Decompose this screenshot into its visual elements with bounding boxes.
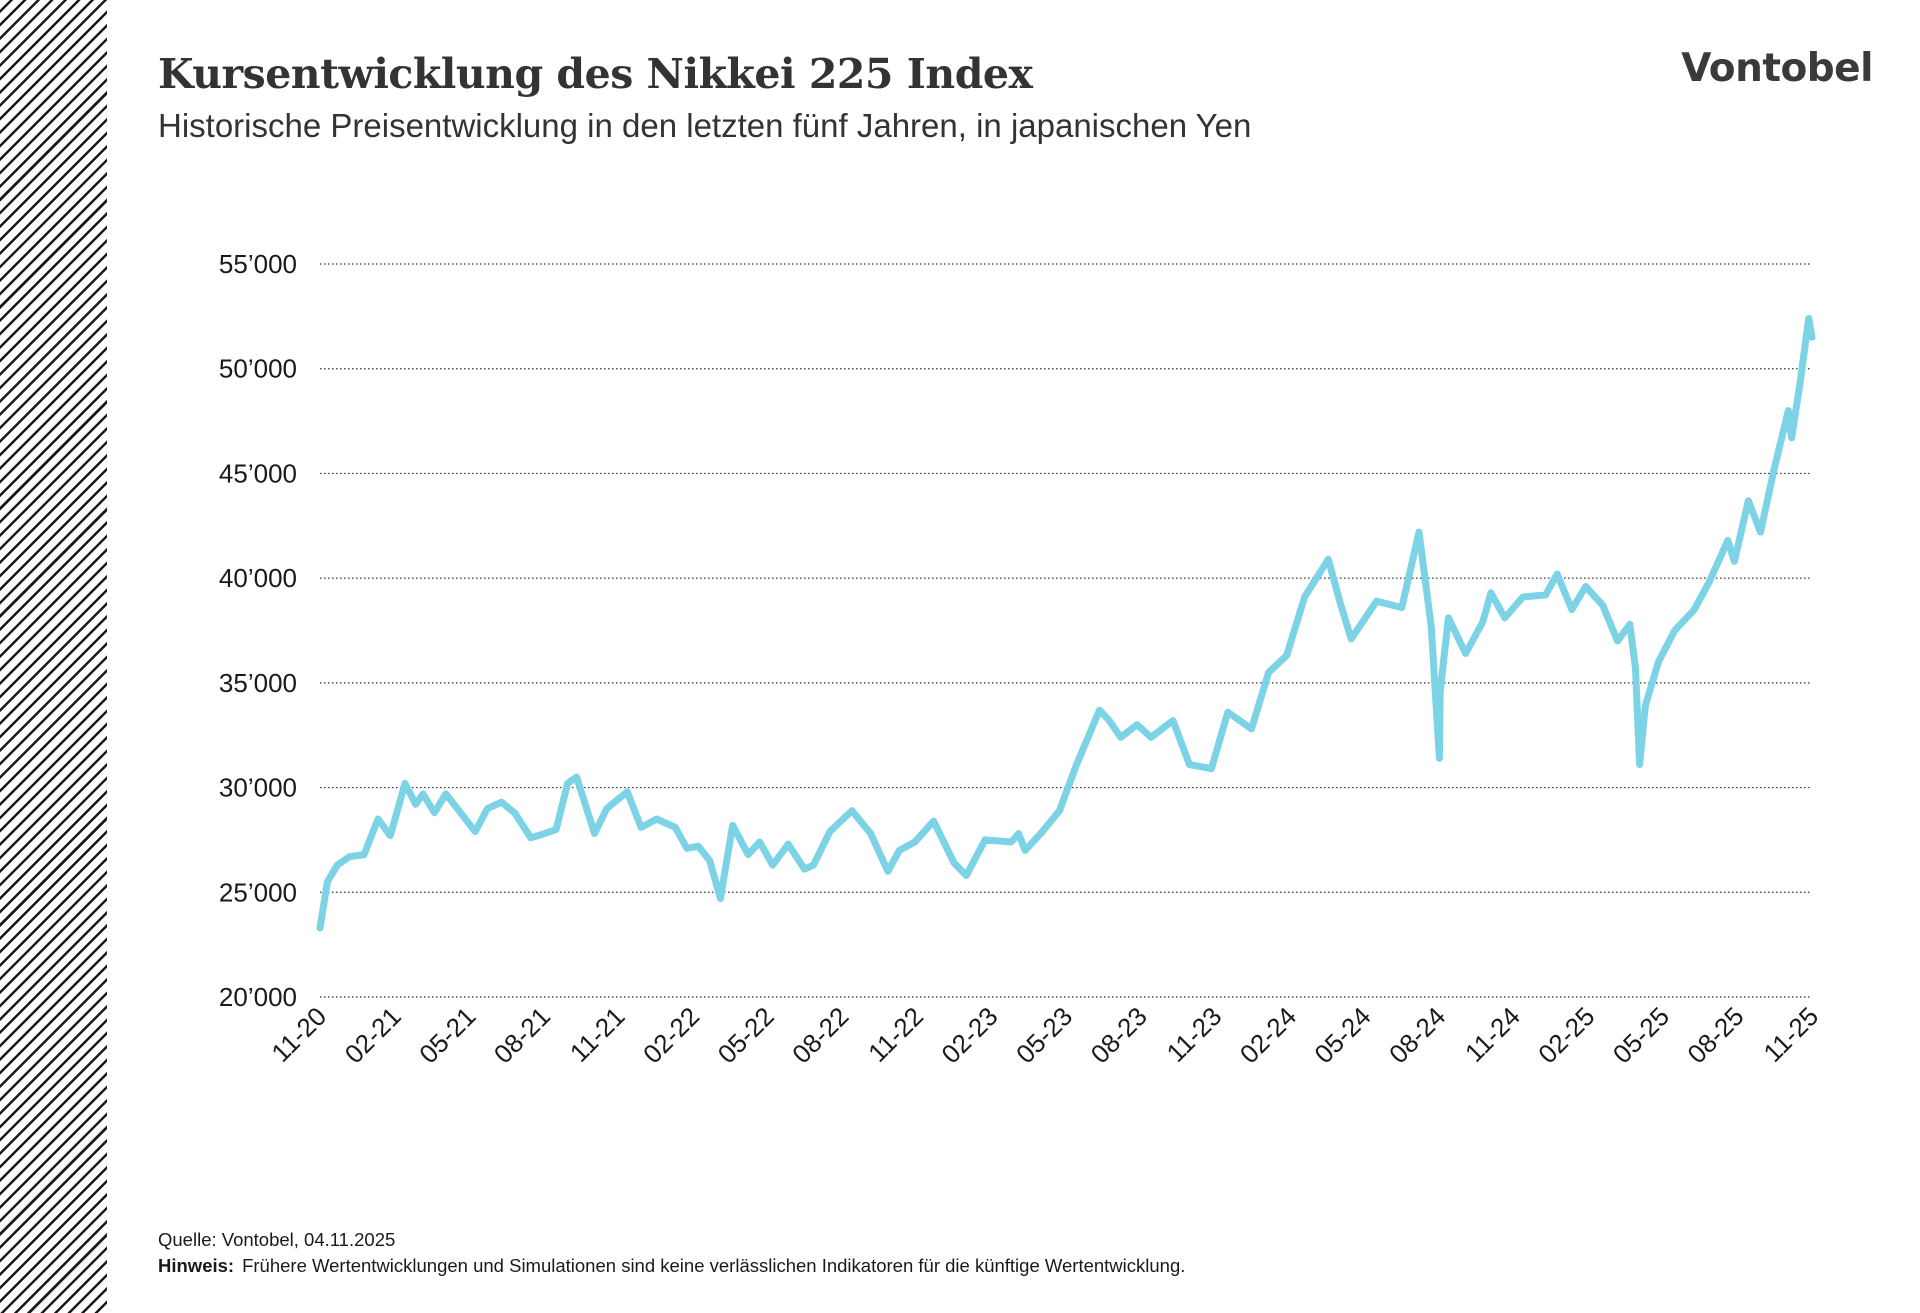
x-tick-label: 05-25 bbox=[1607, 1001, 1675, 1069]
x-tick-label: 02-23 bbox=[935, 1001, 1003, 1069]
x-tick-label: 11-24 bbox=[1459, 1001, 1526, 1068]
x-tick-label: 02-21 bbox=[339, 1001, 407, 1069]
x-tick-label: 08-23 bbox=[1085, 1001, 1153, 1069]
x-tick-label: 11-21 bbox=[564, 1001, 631, 1068]
y-tick-label: 50’000 bbox=[219, 354, 297, 384]
series-layer bbox=[316, 315, 1816, 932]
x-tick-label: 05-21 bbox=[413, 1001, 481, 1069]
x-axis-tick-labels: 11-20 02-21 05-21 08-21 11-21 02-22 05-22 08-22… bbox=[265, 1001, 1824, 1069]
chart-subtitle: Historische Preisentwicklung in den letz… bbox=[158, 107, 1252, 144]
x-tick-label: 02-24 bbox=[1234, 1001, 1302, 1069]
x-tick-label: 08-24 bbox=[1383, 1001, 1451, 1069]
y-tick-label: 35’000 bbox=[219, 668, 297, 698]
vontobel-logo: Vontobel bbox=[1681, 46, 1873, 91]
source-note: Quelle: Vontobel, 04.11.2025 bbox=[158, 1229, 396, 1250]
y-tick-label: 25’000 bbox=[219, 877, 297, 907]
x-tick-label: 11-22 bbox=[862, 1001, 929, 1068]
y-axis-tick-labels: 20’000 25’000 30’000 35’000 40’000 45’000 50’0… bbox=[219, 249, 297, 1012]
chart-title: Kursentwicklung des Nikkei 225 Index bbox=[158, 50, 1033, 98]
x-tick-label: 08-22 bbox=[786, 1001, 854, 1069]
y-tick-label: 55’000 bbox=[219, 249, 297, 279]
x-tick-label: 05-24 bbox=[1308, 1001, 1376, 1069]
x-tick-label: 05-22 bbox=[712, 1001, 780, 1069]
y-tick-label: 40’000 bbox=[219, 563, 297, 593]
x-tick-label: 08-21 bbox=[488, 1001, 556, 1069]
x-tick-label: 02-25 bbox=[1532, 1001, 1600, 1069]
disclaimer-label: Hinweis: bbox=[158, 1255, 235, 1276]
nikkei-225-line bbox=[316, 315, 1816, 932]
x-tick-label: 11-23 bbox=[1161, 1001, 1228, 1068]
gridlines bbox=[320, 263, 1812, 998]
disclaimer: Hinweis: Frühere Wertentwicklungen und Si… bbox=[158, 1255, 1185, 1277]
y-tick-label: 45’000 bbox=[219, 458, 297, 488]
disclaimer-text: Frühere Wertentwicklungen und Simulation… bbox=[242, 1255, 1186, 1276]
hatched-side-band bbox=[0, 0, 107, 1313]
x-tick-label: 02-22 bbox=[637, 1001, 705, 1069]
y-tick-label: 20’000 bbox=[219, 982, 297, 1012]
x-tick-label: 05-23 bbox=[1010, 1001, 1078, 1069]
x-tick-label: 08-25 bbox=[1681, 1001, 1749, 1069]
x-tick-label: 11-25 bbox=[1757, 1001, 1824, 1068]
y-tick-label: 30’000 bbox=[219, 773, 297, 803]
